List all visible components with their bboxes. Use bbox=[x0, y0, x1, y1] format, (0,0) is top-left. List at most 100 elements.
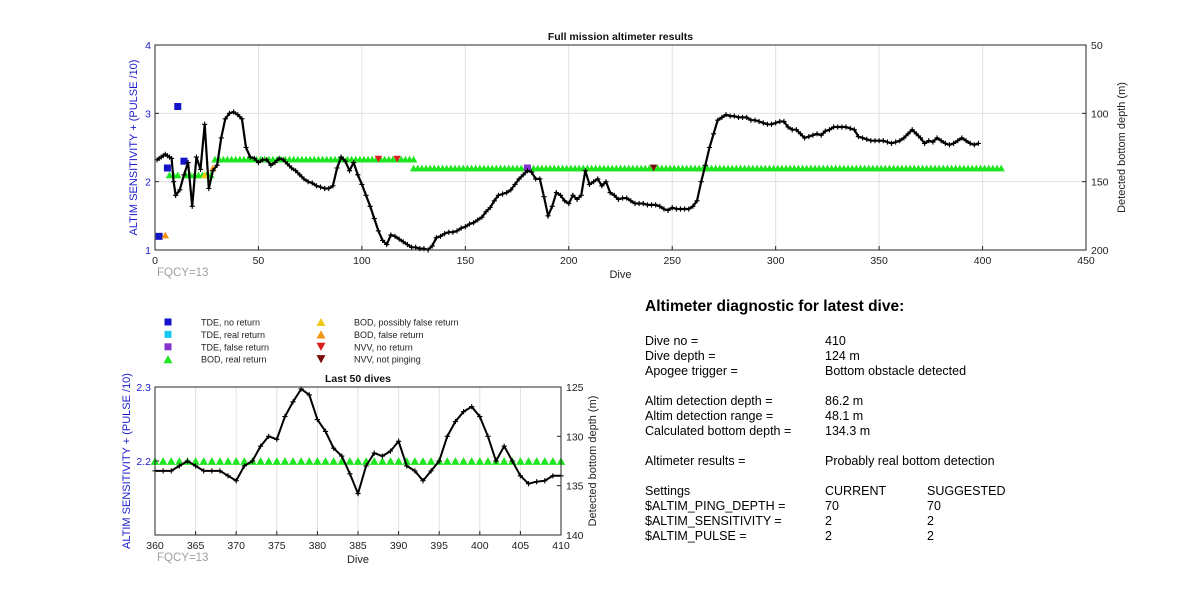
y2-axis-label: Detected bottom depth (m) bbox=[1116, 82, 1128, 213]
bottom-depth-point bbox=[504, 190, 510, 196]
bottom-depth-point bbox=[744, 114, 750, 121]
nvv-point bbox=[393, 155, 401, 163]
x-tick-label: 370 bbox=[227, 540, 245, 552]
bottom-depth-point bbox=[797, 131, 804, 137]
bottom-depth-point bbox=[818, 132, 824, 138]
bottom-depth-point bbox=[177, 187, 183, 193]
results-label: Altimeter results = bbox=[645, 454, 746, 468]
bottom-depth-point bbox=[293, 168, 299, 174]
bottom-depth-point bbox=[471, 220, 477, 226]
bottom-depth-point bbox=[884, 139, 890, 145]
setting-current: 70 bbox=[825, 499, 839, 513]
bod-real-point bbox=[369, 457, 379, 465]
bottom-depth-point bbox=[665, 207, 671, 213]
bottom-depth-point bbox=[843, 124, 849, 130]
y-axis-label: ALTIM SENSITIVITY + (PULSE /10) bbox=[128, 60, 140, 236]
bottom-depth-point bbox=[542, 478, 548, 484]
bod-real-point bbox=[175, 457, 184, 465]
bottom-depth-point bbox=[388, 232, 394, 238]
diag-row-calc-depth: Calculated bottom depth = 134.3 m bbox=[645, 424, 1165, 439]
bottom-depth-point bbox=[528, 169, 535, 175]
legend-label: BOD, false return bbox=[354, 330, 424, 340]
y-tick-label: 4 bbox=[145, 40, 151, 52]
bottom-depth-point bbox=[428, 468, 434, 474]
bottom-depth-point bbox=[197, 166, 204, 172]
bottom-depth-point bbox=[477, 414, 483, 420]
legend-label: TDE, false return bbox=[201, 342, 269, 352]
bod-real-point bbox=[426, 457, 436, 465]
setting-row: $ALTIM_PULSE = 2 2 bbox=[645, 529, 1165, 544]
bottom-depth-point bbox=[342, 158, 348, 164]
bottom-depth-point bbox=[173, 192, 179, 198]
bottom-depth-point bbox=[317, 184, 324, 190]
bottom-depth-point bbox=[233, 478, 239, 484]
x-tick-label: 200 bbox=[560, 255, 578, 267]
y2-tick-label: 150 bbox=[1091, 177, 1109, 189]
bottom-depth-point bbox=[760, 120, 766, 126]
bottom-depth-point bbox=[355, 172, 361, 178]
bod-real-point bbox=[166, 457, 176, 465]
bottom-depth-point bbox=[359, 181, 365, 187]
bod-real-point bbox=[345, 457, 355, 465]
setting-current: 2 bbox=[825, 514, 832, 528]
bottom-depth-point bbox=[545, 213, 551, 219]
bod-real-point bbox=[459, 457, 468, 465]
legend-label: TDE, real return bbox=[201, 330, 265, 340]
bottom-depth-point bbox=[305, 179, 311, 185]
bottom-depth-point bbox=[752, 117, 758, 123]
bod-real-point bbox=[280, 457, 290, 465]
setting-row: $ALTIM_PING_DEPTH = 70 70 bbox=[645, 499, 1165, 514]
bottom-depth-point bbox=[570, 192, 576, 198]
bottom-depth-point bbox=[971, 142, 977, 148]
bottom-depth-point bbox=[249, 458, 256, 464]
bottom-depth-point bbox=[586, 181, 593, 187]
bottom-depth-point bbox=[266, 433, 272, 439]
bod-real-point bbox=[394, 457, 403, 465]
bod-real-point bbox=[158, 457, 168, 465]
bottom-depth-point bbox=[955, 138, 961, 144]
bottom-depth-point bbox=[946, 142, 953, 148]
x-tick-label: 450 bbox=[1077, 255, 1095, 267]
bottom-depth-point bbox=[396, 236, 402, 242]
bottom-depth-point bbox=[363, 463, 369, 469]
y2-axis-label: Detected bottom depth (m) bbox=[587, 396, 599, 527]
bottom-depth-point bbox=[184, 458, 191, 464]
bod-point bbox=[161, 231, 170, 239]
bod-real-point bbox=[353, 457, 363, 465]
x-tick-label: 385 bbox=[349, 540, 367, 552]
bottom-depth-point bbox=[917, 135, 924, 141]
bottom-depth-point bbox=[901, 135, 907, 141]
x-axis-label: Dive bbox=[609, 269, 631, 281]
bottom-depth-point bbox=[930, 139, 936, 145]
bottom-depth-point bbox=[387, 448, 394, 454]
y-tick-label: 3 bbox=[145, 108, 151, 120]
bottom-depth-point bbox=[822, 128, 828, 134]
bottom-depth-point bbox=[462, 224, 468, 230]
bottom-depth-point bbox=[160, 468, 166, 474]
bod-real-point bbox=[288, 457, 298, 465]
legend-marker-triangle bbox=[316, 317, 326, 327]
bottom-depth-point bbox=[452, 418, 459, 425]
bottom-depth-point bbox=[967, 140, 973, 146]
bottom-depth-point bbox=[553, 190, 559, 196]
bottom-depth-point bbox=[599, 183, 605, 189]
bottom-depth-point bbox=[578, 192, 584, 198]
y2-tick-label: 100 bbox=[1091, 108, 1109, 120]
bottom-depth-point bbox=[806, 133, 812, 140]
x-tick-label: 410 bbox=[552, 540, 570, 552]
apogee-value: Bottom obstacle detected bbox=[825, 364, 967, 378]
bottom-depth-point bbox=[768, 121, 775, 127]
bottom-depth-point bbox=[458, 225, 464, 231]
y-tick-label: 1 bbox=[145, 245, 151, 257]
bod-real-point bbox=[296, 457, 306, 465]
nvv-point bbox=[649, 164, 658, 172]
bottom-depth-point bbox=[268, 162, 274, 168]
bottom-depth-point bbox=[591, 179, 597, 185]
dive-no-value: 410 bbox=[825, 334, 846, 348]
bottom-depth-point bbox=[512, 181, 518, 187]
bod-real-point bbox=[467, 457, 476, 465]
bod-real-point bbox=[443, 457, 452, 465]
bottom-depth-point bbox=[276, 155, 282, 162]
bottom-depth-point bbox=[475, 217, 481, 223]
bottom-depth-point bbox=[611, 192, 617, 198]
